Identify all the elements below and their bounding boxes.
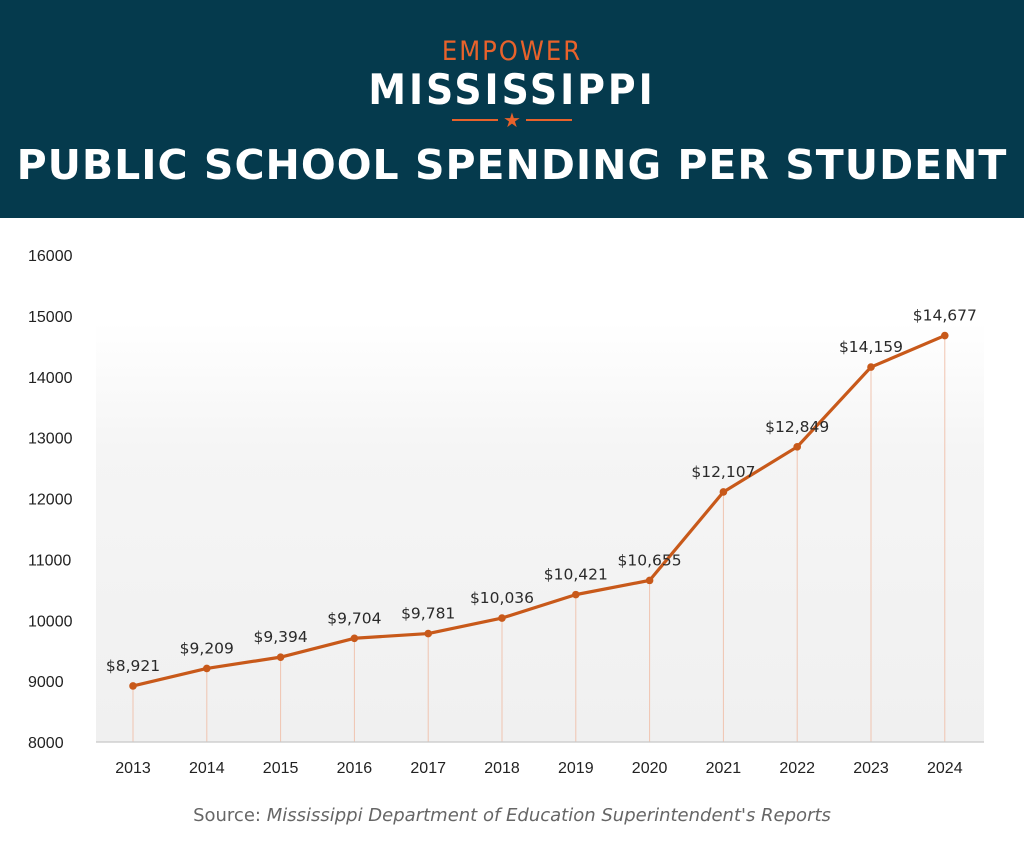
x-tick-label: 2022 xyxy=(779,760,815,777)
brand-main-text: MISSISSIPPI xyxy=(368,65,656,114)
x-tick-label: 2016 xyxy=(337,760,373,777)
x-tick-label: 2019 xyxy=(558,760,594,777)
data-point xyxy=(424,629,433,638)
star-icon: ★ xyxy=(503,108,521,132)
x-tick-label: 2021 xyxy=(706,760,742,777)
data-point xyxy=(645,576,654,585)
data-label: $14,159 xyxy=(839,338,903,356)
data-label: $9,209 xyxy=(180,639,234,657)
data-point xyxy=(276,653,285,661)
data-label: $10,036 xyxy=(470,589,534,607)
series-line xyxy=(131,333,947,688)
data-point xyxy=(498,614,506,622)
x-tick-label: 2015 xyxy=(263,760,299,777)
x-tick-label: 2013 xyxy=(115,760,151,777)
y-tick-label: 12000 xyxy=(28,492,73,509)
brand-rule-left xyxy=(452,119,498,121)
y-tick-label: 11000 xyxy=(28,552,71,569)
data-point xyxy=(719,488,728,496)
data-point xyxy=(350,634,359,643)
y-tick-label: 8000 xyxy=(28,735,64,752)
data-label: $9,704 xyxy=(327,609,381,627)
data-label: $10,655 xyxy=(618,551,682,569)
data-point xyxy=(572,590,580,599)
line-chart: 8000 9000 10000 11000 12000 13000 14000 15000 16… xyxy=(28,248,984,777)
y-tick-label: 10000 xyxy=(28,613,73,630)
data-label: $12,107 xyxy=(691,463,755,481)
data-point xyxy=(793,443,801,451)
data-label: $9,781 xyxy=(401,605,455,623)
data-point xyxy=(941,331,949,340)
x-tick-label: 2024 xyxy=(927,760,963,777)
y-tick-label: 13000 xyxy=(28,431,73,448)
page-title: PUBLIC SCHOOL SPENDING PER STUDENT xyxy=(16,141,1008,189)
brand-rule-right xyxy=(526,119,572,121)
data-label: $12,849 xyxy=(765,418,829,436)
x-tick-label: 2017 xyxy=(410,760,446,777)
source-prefix: Source: xyxy=(193,805,267,826)
x-tick-label: 2014 xyxy=(189,760,225,777)
data-point xyxy=(867,363,875,371)
source-note: Source: Mississippi Department of Educat… xyxy=(0,805,1024,827)
x-tick-label: 2018 xyxy=(484,760,520,777)
x-tick-label: 2023 xyxy=(853,760,889,777)
data-point xyxy=(129,682,137,690)
source-text: Mississippi Department of Education Supe… xyxy=(266,805,831,826)
header-banner: EMPOWER MISSISSIPPI ★ PUBLIC SCHOOL SPEN… xyxy=(0,0,1024,218)
data-label: $14,677 xyxy=(913,307,977,325)
data-point xyxy=(203,664,211,673)
data-label: $8,921 xyxy=(106,657,160,675)
y-tick-label: 16000 xyxy=(28,248,73,265)
y-tick-label: 14000 xyxy=(28,370,73,387)
y-tick-label: 15000 xyxy=(28,309,73,326)
plot-background xyxy=(96,322,984,742)
brand-top-text: EMPOWER xyxy=(441,36,583,67)
y-tick-label: 9000 xyxy=(28,674,64,691)
data-label: $9,394 xyxy=(253,628,307,646)
data-label: $10,421 xyxy=(544,566,608,584)
x-tick-label: 2020 xyxy=(632,760,668,777)
